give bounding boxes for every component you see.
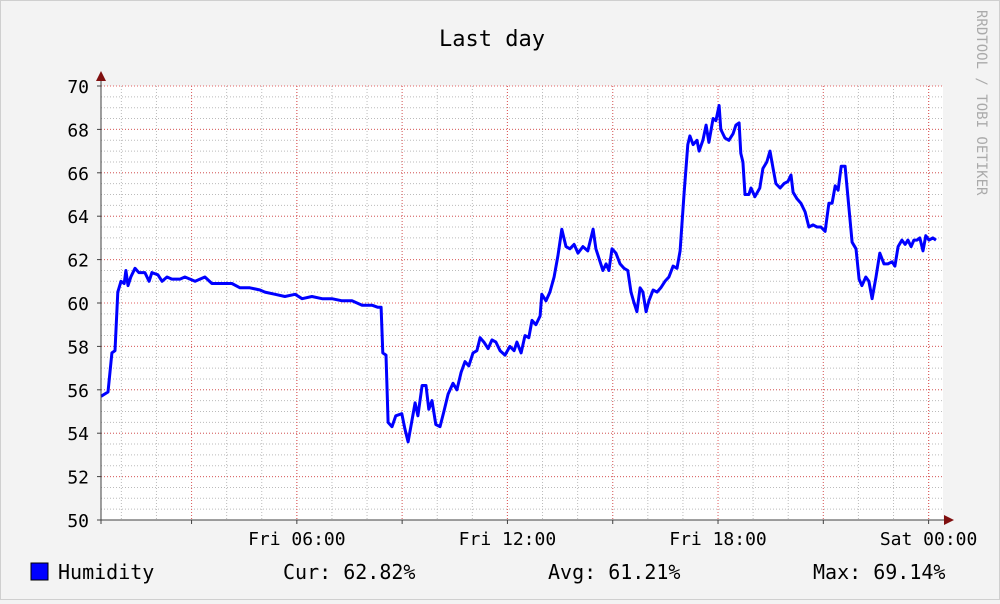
marks <box>100 104 937 444</box>
legend-stat: Avg: 61.21% <box>548 560 680 584</box>
y-axis-arrow <box>96 71 106 81</box>
y-tick-label: 62 <box>67 251 89 272</box>
x-tick-label: Sat 00:00 <box>880 529 978 550</box>
y-tick-label: 70 <box>67 77 89 98</box>
x-tick-label: Fri 12:00 <box>459 529 557 550</box>
legend-swatch <box>30 562 49 581</box>
legend-label: Humidity <box>58 560 154 584</box>
legend-stat: Max: 69.14% <box>813 560 945 584</box>
x-tick-label: Fri 18:00 <box>669 529 767 550</box>
y-tick-label: 58 <box>67 337 89 358</box>
x-axis-arrow <box>944 515 954 525</box>
watermark: RRDTOOL / TOBI OETIKER <box>973 10 989 196</box>
x-tick-label: Fri 06:00 <box>248 529 346 550</box>
y-tick-label: 68 <box>67 120 89 141</box>
y-tick-label: 54 <box>67 424 89 445</box>
y-tick-label: 50 <box>67 511 89 532</box>
series-line <box>100 104 937 444</box>
y-tick-label: 60 <box>67 294 89 315</box>
y-tick-label: 64 <box>67 207 89 228</box>
chart-title: Last day <box>439 27 545 52</box>
y-tick-label: 56 <box>67 381 89 402</box>
legend-stat: Cur: 62.82% <box>283 560 415 584</box>
y-tick-label: 52 <box>67 468 89 489</box>
axes: 50 52 54 56 58 60 62 64 66 68 70 Fri 06:00 Fri 12:00… <box>67 71 977 550</box>
y-tick-label: 66 <box>67 164 89 185</box>
